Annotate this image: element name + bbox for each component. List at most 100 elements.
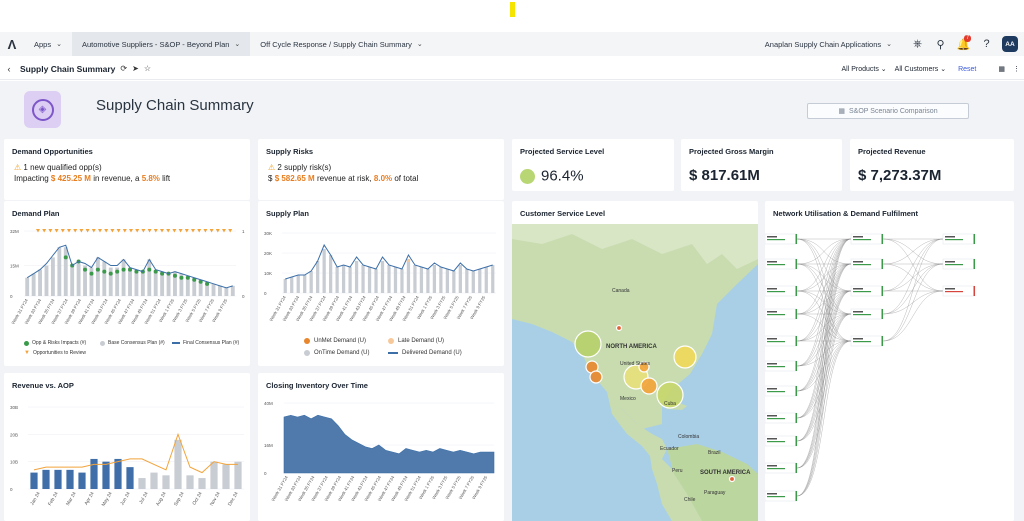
data-point <box>198 279 203 284</box>
app-switcher[interactable]: Anaplan Supply Chain Applications ⌄ <box>755 32 906 56</box>
comment-icon[interactable]: ▦ <box>998 66 1005 73</box>
share-icon[interactable]: ➤ <box>132 64 139 73</box>
notification-badge: 7 <box>964 35 971 42</box>
data-point <box>128 267 132 272</box>
risk-value: $ 582.65 M <box>274 174 315 183</box>
bar <box>66 469 74 489</box>
bar <box>147 259 152 296</box>
bar <box>25 277 30 296</box>
supply-risks-count: 2 supply risk(s) <box>277 163 332 172</box>
bar <box>465 269 469 293</box>
opportunity-marker <box>184 229 189 233</box>
source-node-status <box>795 259 797 269</box>
help-icon[interactable]: ? <box>983 38 990 50</box>
bar <box>162 475 170 489</box>
source-node-value-bar <box>767 291 785 293</box>
bar <box>89 267 94 296</box>
impact-value: $ 425.25 M <box>50 174 91 183</box>
data-point <box>179 275 184 280</box>
bar <box>322 249 326 293</box>
data-point <box>147 267 152 272</box>
x-tick-label: Jul 24 <box>138 491 150 505</box>
legend-item: Base Consensus Plan (#) <box>100 340 165 346</box>
source-node-value-bar <box>767 264 785 266</box>
north-america-land <box>512 224 758 429</box>
y-tick-label: 32M <box>10 229 19 234</box>
bar <box>76 263 81 296</box>
anaplan-logo-icon[interactable]: Λ <box>7 36 17 52</box>
revenue-aop-card: Revenue vs. AOP 0 10B 20B 30B Jan 24 Feb 24 Ma… <box>4 373 250 521</box>
plant-node-value-bar <box>853 314 871 316</box>
apps-menu[interactable]: Apps ⌄ <box>24 32 72 56</box>
opportunity-marker <box>153 229 158 233</box>
impact-pct: 5.8% <box>141 174 160 183</box>
tab-off-cycle-response[interactable]: Off Cycle Response / Supply Chain Summar… <box>250 32 432 56</box>
bar <box>329 255 333 293</box>
opportunity-marker <box>147 229 152 233</box>
bar <box>354 261 359 293</box>
map-label-south-america: SOUTH AMERICA <box>700 470 751 476</box>
service-level-map[interactable]: Canada NORTH AMERICA United States Mexic… <box>512 224 758 521</box>
star-icon[interactable]: ☆ <box>143 64 151 73</box>
x-tick-label: Nov 24 <box>209 491 222 507</box>
more-icon[interactable]: ⋮ <box>1013 66 1020 73</box>
back-arrow-icon[interactable]: ‹ <box>7 63 11 74</box>
map-label-brazil: Brazil <box>708 450 721 456</box>
map-label-united-states: United States <box>620 361 651 367</box>
tab-automotive-suppliers[interactable]: Automotive Suppliers - S&OP - Beyond Pla… <box>71 32 251 56</box>
map-label-north-america: NORTH AMERICA <box>606 344 657 350</box>
source-node-label-bar <box>767 261 777 263</box>
scenario-comparison-button[interactable]: ▦ S&OP Scenario Comparison <box>807 103 969 119</box>
chevron-down-icon: ⌄ <box>940 66 947 73</box>
bar <box>290 277 294 293</box>
bar <box>218 285 222 296</box>
flow-link <box>796 238 852 367</box>
demand-opps-count: 1 new qualified opp(s) <box>23 163 102 172</box>
opportunity-marker <box>135 229 140 233</box>
scenario-comparison-label: S&OP Scenario Comparison <box>849 107 938 115</box>
plant-node-status <box>881 259 883 269</box>
bar <box>38 269 42 296</box>
data-point <box>102 269 107 274</box>
avatar[interactable]: AA <box>1002 36 1018 52</box>
products-filter[interactable]: All Products ⌄ <box>841 65 886 73</box>
source-node-value-bar <box>767 418 785 420</box>
bar <box>31 273 36 296</box>
plant-node-label-bar <box>853 288 863 290</box>
dashboard-title: Supply Chain Summary <box>96 97 254 114</box>
flow-link <box>796 238 852 292</box>
legend-item: Opp & Risks Impacts (#) <box>24 340 86 346</box>
top-nav: Λ Apps ⌄ Automotive Suppliers - S&OP - B… <box>0 32 1024 56</box>
card-title: Supply Risks <box>266 147 314 156</box>
bar <box>198 279 203 296</box>
legend-label: Late Demand (U) <box>398 338 445 344</box>
y-tick-label: 40M <box>264 401 273 406</box>
apps-label: Apps <box>34 39 52 49</box>
data-point <box>185 275 190 280</box>
customer-node-label-bar <box>945 261 955 263</box>
risk-mid: revenue at risk, <box>316 174 372 183</box>
map-label-mexico: Mexico <box>620 396 636 402</box>
flow-link <box>796 313 852 442</box>
source-node-label-bar <box>767 338 777 340</box>
plant-node-status <box>881 234 883 244</box>
demand-opportunities-card: Demand Opportunities ⚠ 1 new qualified o… <box>4 139 250 200</box>
customers-filter[interactable]: All Customers ⌄ <box>895 65 946 73</box>
opportunity-marker <box>197 229 202 233</box>
refresh-icon[interactable]: ⟳ <box>120 64 128 73</box>
reset-button[interactable]: Reset <box>958 65 977 73</box>
legend-label: Opportunities to Review <box>32 350 87 356</box>
bar <box>309 271 313 293</box>
bell-icon[interactable]: 🔔 7 <box>956 35 971 51</box>
card-title: Projected Gross Margin <box>689 147 774 156</box>
network-icon[interactable]: ⎈ <box>913 37 922 50</box>
search-icon[interactable]: ⚲ <box>936 38 945 51</box>
flow-link <box>796 263 852 315</box>
risk-suffix: of total <box>394 174 419 183</box>
page-scrollbar[interactable] <box>1018 81 1024 521</box>
bar <box>445 269 449 293</box>
source-node-status <box>795 234 797 244</box>
x-tick-label: Dec 24 <box>227 491 240 507</box>
opportunity-marker <box>67 229 71 233</box>
